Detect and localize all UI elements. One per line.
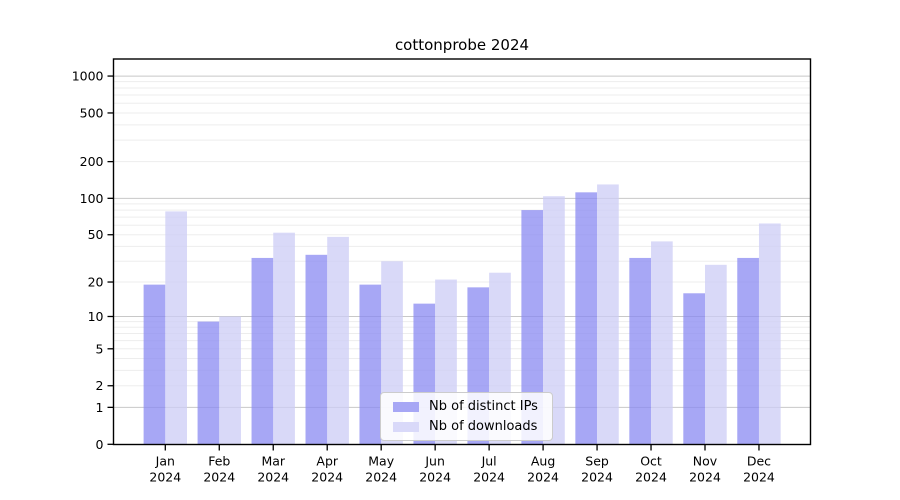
legend-item-downloads: Nb of downloads [393, 420, 538, 433]
bar [197, 321, 220, 445]
y-tick-label: 1 [96, 400, 104, 415]
x-axis: Jan2024Feb2024Mar2024Apr2024May2024Jun20… [149, 444, 775, 485]
x-tick-year: 2024 [311, 470, 343, 485]
legend-label-distinct-ips: Nb of distinct IPs [429, 399, 538, 414]
bar [219, 316, 241, 445]
y-tick-label: 20 [88, 275, 104, 290]
y-tick-label: 10 [88, 309, 104, 324]
bar [143, 284, 166, 445]
x-tick-year: 2024 [203, 470, 235, 485]
x-tick-month: Feb [208, 454, 230, 469]
y-tick-label: 0 [96, 437, 104, 452]
x-tick-year: 2024 [473, 470, 505, 485]
x-tick-month: Apr [316, 454, 338, 469]
bar [758, 223, 781, 445]
x-tick-month: Mar [261, 454, 285, 469]
bar [705, 264, 727, 445]
y-tick-label: 500 [80, 105, 104, 120]
bar [575, 192, 598, 445]
y-tick-label: 1000 [72, 69, 104, 84]
x-tick-month: Dec [747, 454, 771, 469]
bar [305, 254, 328, 445]
y-tick-label: 200 [80, 154, 104, 169]
x-tick-year: 2024 [689, 470, 721, 485]
bar [597, 184, 619, 445]
x-tick-year: 2024 [257, 470, 289, 485]
bar [165, 211, 187, 445]
legend-item-distinct-ips: Nb of distinct IPs [393, 400, 538, 413]
x-tick-year: 2024 [419, 470, 451, 485]
bar [683, 293, 705, 445]
x-tick-year: 2024 [149, 470, 181, 485]
x-tick-month: Nov [693, 454, 718, 469]
bar [521, 210, 544, 445]
x-tick-month: Aug [531, 454, 555, 469]
plot-border [112, 58, 812, 446]
bar [359, 284, 382, 445]
legend-swatch-distinct-ips [393, 401, 419, 412]
legend-swatch-downloads [393, 421, 419, 432]
x-tick-year: 2024 [743, 470, 775, 485]
x-tick-year: 2024 [365, 470, 397, 485]
x-tick-month: Sep [585, 454, 609, 469]
y-tick-label: 2 [96, 378, 104, 393]
x-tick-year: 2024 [581, 470, 613, 485]
plot-frame [112, 58, 812, 446]
x-tick-month: Jun [424, 454, 445, 469]
bar [273, 232, 295, 445]
x-tick-month: May [368, 454, 394, 469]
bar [651, 241, 673, 445]
bar [251, 257, 274, 445]
y-tick-label: 100 [80, 191, 104, 206]
x-tick-month: Jan [155, 454, 175, 469]
y-tick-label: 5 [96, 341, 104, 356]
x-tick-month: Oct [640, 454, 662, 469]
bar [629, 257, 652, 445]
x-tick-month: Jul [481, 454, 497, 469]
legend-box: Nb of distinct IPs Nb of downloads [380, 392, 553, 441]
y-axis: 0 1 2 5 10 20 50 100 200 500 1000 [72, 69, 114, 452]
bar [737, 257, 759, 445]
bar [327, 236, 349, 445]
bar [543, 196, 565, 445]
y-tick-label: 50 [88, 227, 104, 242]
legend-label-downloads: Nb of downloads [429, 419, 538, 434]
chart-title: cottonprobe 2024 [394, 36, 530, 54]
x-tick-year: 2024 [527, 470, 559, 485]
x-tick-year: 2024 [635, 470, 667, 485]
